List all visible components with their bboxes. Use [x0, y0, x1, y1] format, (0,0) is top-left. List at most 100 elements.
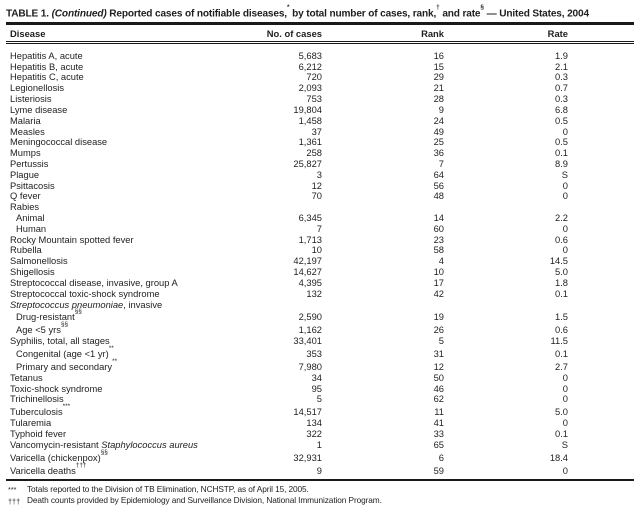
rank-cell: 16 — [324, 42, 446, 61]
footnote-marker: ** — [109, 345, 114, 352]
column-header-cases: No. of cases — [240, 25, 324, 43]
cases-cell: 9 — [240, 464, 324, 477]
disease-cell: Primary and secondary** — [6, 360, 240, 373]
rate-cell: 1.5 — [446, 310, 572, 323]
disease-cell: Lyme disease — [6, 105, 240, 116]
disease-cell: Hepatitis A, acute — [6, 42, 240, 61]
spacer-cell — [572, 256, 634, 267]
spacer-cell — [572, 278, 634, 289]
spacer-cell — [572, 127, 634, 138]
rank-cell: 29 — [324, 72, 446, 83]
rate-cell: 14.5 — [446, 256, 572, 267]
rank-cell: 36 — [324, 148, 446, 159]
rate-cell: 5.0 — [446, 267, 572, 278]
disease-table: Disease No. of cases Rank Rate Hepatitis… — [6, 25, 634, 477]
cases-cell: 70 — [240, 191, 324, 202]
disease-cell: Legionellosis — [6, 83, 240, 94]
cases-cell: 95 — [240, 384, 324, 395]
rate-cell: 0.5 — [446, 116, 572, 127]
cases-cell: 7,980 — [240, 360, 324, 373]
cases-cell: 132 — [240, 289, 324, 300]
rank-cell: 19 — [324, 310, 446, 323]
footnote-marker: ††† — [76, 462, 87, 469]
rate-cell: 0.6 — [446, 235, 572, 246]
spacer-cell — [572, 418, 634, 429]
rank-cell: 25 — [324, 137, 446, 148]
cases-cell: 34 — [240, 373, 324, 384]
rank-cell: 6 — [324, 451, 446, 464]
spacer-cell — [572, 464, 634, 477]
disease-cell: Plague — [6, 170, 240, 181]
table-title: TABLE 1. (Continued) Reported cases of n… — [6, 4, 634, 20]
disease-cell: Listeriosis — [6, 94, 240, 105]
cases-cell: 37 — [240, 127, 324, 138]
rate-cell: 0 — [446, 191, 572, 202]
spacer-cell — [572, 148, 634, 159]
table-title-continued: (Continued) — [52, 8, 107, 19]
rank-cell: 28 — [324, 94, 446, 105]
rank-cell: 46 — [324, 384, 446, 395]
rate-cell: 0 — [446, 373, 572, 384]
cases-cell: 1 — [240, 440, 324, 451]
spacer-cell — [572, 94, 634, 105]
rate-cell: 0 — [446, 224, 572, 235]
rank-cell: 58 — [324, 245, 446, 256]
rank-cell: 15 — [324, 62, 446, 73]
rank-cell: 60 — [324, 224, 446, 235]
spacer-cell — [572, 347, 634, 360]
cases-cell: 7 — [240, 224, 324, 235]
cases-cell: 6,345 — [240, 213, 324, 224]
footnote: *** Totals reported to the Division of T… — [8, 484, 632, 496]
spacer-cell — [572, 451, 634, 464]
disease-cell: Streptococcal toxic-shock syndrome — [6, 289, 240, 300]
rank-cell: 17 — [324, 278, 446, 289]
rate-cell: 0 — [446, 394, 572, 405]
rank-cell: 42 — [324, 289, 446, 300]
cases-cell: 258 — [240, 148, 324, 159]
spacer-cell — [572, 267, 634, 278]
disease-cell: Mumps — [6, 148, 240, 159]
rate-cell: 0.1 — [446, 429, 572, 440]
rank-cell: 33 — [324, 429, 446, 440]
table-row: Streptococcus pneumoniae, invasive — [6, 300, 634, 311]
cases-cell: 134 — [240, 418, 324, 429]
footnote-text: Death counts provided by Epidemiology an… — [27, 495, 382, 507]
disease-cell: Measles — [6, 127, 240, 138]
rank-cell — [324, 300, 446, 311]
disease-cell: Age <5 yrs§§ — [6, 323, 240, 336]
rate-cell: 0.5 — [446, 137, 572, 148]
table-title-label: TABLE 1. — [6, 8, 52, 19]
spacer-cell — [572, 159, 634, 170]
disease-cell: Tularemia — [6, 418, 240, 429]
cases-cell: 2,093 — [240, 83, 324, 94]
disease-cell: Human — [6, 224, 240, 235]
spacer-cell — [572, 336, 634, 347]
spacer-cell — [572, 360, 634, 373]
disease-cell: Rocky Mountain spotted fever — [6, 235, 240, 246]
spacer-cell — [572, 224, 634, 235]
rank-cell: 21 — [324, 83, 446, 94]
rate-cell: 0.1 — [446, 289, 572, 300]
disease-cell: Streptococcus pneumoniae, invasive — [6, 300, 240, 311]
footnote-marker: ** — [112, 358, 117, 365]
cases-cell: 6,212 — [240, 62, 324, 73]
disease-cell: Malaria — [6, 116, 240, 127]
cases-cell: 1,162 — [240, 323, 324, 336]
rank-cell: 64 — [324, 170, 446, 181]
rate-cell: S — [446, 440, 572, 451]
cases-cell: 12 — [240, 181, 324, 192]
cases-cell: 42,197 — [240, 256, 324, 267]
